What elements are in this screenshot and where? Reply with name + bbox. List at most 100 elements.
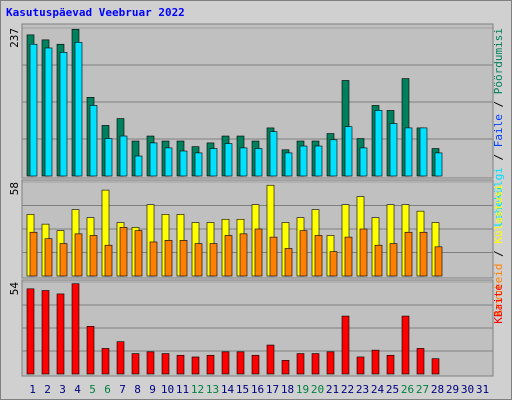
- bar: [59, 243, 68, 277]
- x-tick-label: 3: [59, 383, 66, 396]
- legend-separator: /: [492, 244, 505, 264]
- bar: [29, 231, 38, 277]
- bar: [119, 135, 128, 177]
- bar: [269, 131, 278, 177]
- bar: [314, 235, 323, 277]
- bar: [299, 145, 308, 177]
- bar: [371, 349, 380, 375]
- chart-title: Kasutuspäevad Veebruar 2022: [6, 6, 185, 19]
- bar: [404, 127, 413, 177]
- x-tick-label: 16: [251, 383, 264, 396]
- bar: [374, 110, 383, 177]
- bar: [74, 42, 83, 177]
- x-tick-label: 28: [431, 383, 444, 396]
- bar: [266, 344, 275, 375]
- x-tick-label: 8: [134, 383, 141, 396]
- bar: [134, 155, 143, 177]
- bar: [404, 231, 413, 277]
- bar: [254, 228, 263, 277]
- x-tick-label: 7: [119, 383, 126, 396]
- x-tick-label: 12: [191, 383, 204, 396]
- bar: [434, 246, 443, 277]
- bar: [116, 341, 125, 375]
- bar: [209, 243, 218, 277]
- x-tick-label: 31: [476, 383, 489, 396]
- legend: Lehekülgi / Faile / Pöördumisi: [492, 28, 505, 227]
- x-tick-label: 9: [149, 383, 156, 396]
- bar: [401, 315, 410, 375]
- bar: [299, 230, 308, 277]
- x-tick-label: 25: [386, 383, 399, 396]
- bar: [224, 143, 233, 177]
- x-tick-label: 1: [29, 383, 36, 396]
- legend: KBaite: [492, 284, 505, 324]
- bar: [164, 147, 173, 177]
- bar: [221, 351, 230, 375]
- bar: [359, 147, 368, 177]
- x-tick-label: 10: [161, 383, 174, 396]
- x-tick-label: 5: [89, 383, 96, 396]
- bar: [344, 126, 353, 177]
- bar: [359, 228, 368, 277]
- legend-separator: /: [492, 147, 505, 167]
- x-tick-label: 6: [104, 383, 111, 396]
- bar: [209, 148, 218, 177]
- bar: [104, 244, 113, 277]
- bar: [161, 353, 170, 375]
- bar: [119, 227, 128, 277]
- x-tick-label: 13: [206, 383, 219, 396]
- x-tick-label: 18: [281, 383, 294, 396]
- bar: [134, 230, 143, 277]
- bar: [284, 152, 293, 177]
- bar: [59, 52, 68, 177]
- bar: [416, 348, 425, 375]
- bar: [239, 233, 248, 277]
- bar: [86, 325, 95, 375]
- bar: [71, 283, 80, 375]
- bar: [149, 241, 158, 277]
- bar: [74, 233, 83, 277]
- bar: [176, 354, 185, 375]
- x-tick-label: 23: [356, 383, 369, 396]
- bar: [329, 251, 338, 277]
- bar: [251, 354, 260, 375]
- bar: [41, 290, 50, 375]
- bar: [281, 360, 290, 375]
- legend: Arvuteid / Külastusi: [492, 184, 505, 316]
- legend-entry: Arvuteid: [492, 263, 505, 316]
- x-tick-label: 2: [44, 383, 51, 396]
- bar: [149, 142, 158, 177]
- bar: [179, 150, 188, 177]
- x-tick-label: 26: [401, 383, 414, 396]
- bar: [194, 243, 203, 277]
- bar: [236, 351, 245, 375]
- legend-entry: KBaite: [492, 284, 505, 324]
- bar: [26, 288, 35, 375]
- legend-entry: Lehekülgi: [492, 167, 505, 227]
- bar: [269, 236, 278, 277]
- y-tick-label: 58: [8, 182, 21, 195]
- bar: [89, 105, 98, 177]
- x-tick-label: 29: [446, 383, 459, 396]
- bar: [419, 231, 428, 277]
- x-tick-label: 27: [416, 383, 429, 396]
- bar: [44, 47, 53, 177]
- bar: [311, 353, 320, 375]
- bar: [146, 351, 155, 375]
- x-tick-label: 17: [266, 383, 279, 396]
- bar: [44, 238, 53, 277]
- bar: [104, 138, 113, 177]
- x-tick-label: 20: [311, 383, 324, 396]
- bar: [389, 243, 398, 277]
- legend-entry: Faile: [492, 114, 505, 147]
- bar: [101, 348, 110, 375]
- bar: [164, 240, 173, 277]
- bar: [239, 147, 248, 177]
- bar: [389, 123, 398, 177]
- x-tick-label: 24: [371, 383, 385, 396]
- bar: [131, 353, 140, 375]
- x-tick-label: 15: [236, 383, 249, 396]
- legend-entry: Külastusi: [492, 184, 505, 244]
- bar: [386, 354, 395, 375]
